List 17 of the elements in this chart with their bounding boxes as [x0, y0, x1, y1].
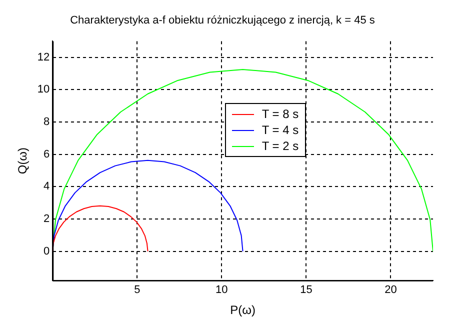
- y-tick-label: 4: [44, 180, 50, 193]
- x-tick-label: 20: [384, 284, 397, 296]
- legend-label: T = 2 s: [262, 138, 299, 154]
- x-tick-label: 10: [216, 284, 228, 296]
- y-tick-label: 2: [44, 213, 50, 226]
- y-tick-label: 8: [44, 116, 50, 128]
- y-tick-label: 12: [37, 51, 50, 64]
- x-tick-label: 15: [300, 284, 312, 296]
- y-axis-title: Q(ω): [16, 147, 30, 174]
- legend-label: T = 8 s: [262, 106, 299, 122]
- x-axis-title: P(ω): [230, 303, 256, 318]
- y-tick-label: 0: [44, 245, 50, 258]
- y-tick-label: 10: [37, 84, 50, 96]
- chart-title: Charakterystyka a-f obiektu różniczkującego z inercją, k = 45 s: [70, 14, 376, 27]
- x-tick-label: 5: [134, 284, 140, 296]
- y-tick-label: 6: [44, 148, 50, 160]
- legend-label: T = 4 s: [262, 122, 299, 138]
